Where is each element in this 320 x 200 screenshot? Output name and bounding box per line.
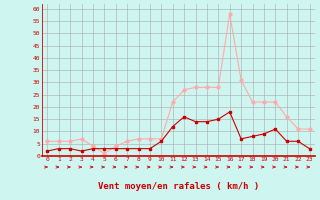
X-axis label: Vent moyen/en rafales ( km/h ): Vent moyen/en rafales ( km/h ) bbox=[98, 182, 259, 191]
